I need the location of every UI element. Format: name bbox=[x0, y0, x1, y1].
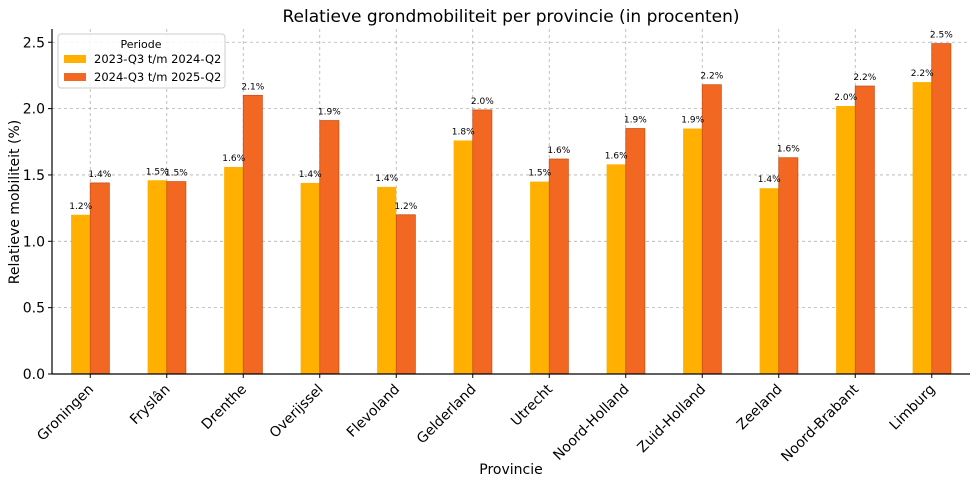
bar-series-2 bbox=[548, 158, 569, 375]
legend: Periode 2023-Q3 t/m 2024-Q2 2024-Q3 t/m … bbox=[57, 33, 226, 89]
x-tick-label: Utrecht bbox=[508, 381, 556, 429]
x-tick-label: Overijssel bbox=[267, 382, 327, 442]
bar-series-1 bbox=[71, 214, 91, 374]
data-label-series-2: 1.9% bbox=[318, 108, 341, 118]
data-label-series-1: 1.9% bbox=[681, 116, 704, 126]
bar-series-1 bbox=[453, 140, 473, 374]
bar-series-1 bbox=[683, 128, 703, 374]
x-tick-label: Zeeland bbox=[734, 382, 786, 434]
bar-series-2 bbox=[395, 214, 416, 375]
data-label-series-2: 2.2% bbox=[853, 73, 876, 83]
y-tick-label: 2.5 bbox=[23, 35, 45, 51]
y-axis-label: Relatieve mobiliteit (%) bbox=[7, 120, 23, 284]
data-label-series-2: 2.0% bbox=[471, 97, 494, 107]
data-label-series-1: 1.4% bbox=[375, 174, 398, 184]
bar-series-1 bbox=[606, 164, 626, 374]
data-label-series-1: 2.0% bbox=[834, 93, 857, 103]
y-tick-label: 2.0 bbox=[23, 102, 45, 118]
x-tick-label: Fryslân bbox=[127, 382, 173, 428]
data-label-series-2: 2.5% bbox=[930, 31, 953, 41]
data-label-series-2: 1.6% bbox=[547, 146, 570, 156]
bar-series-2 bbox=[854, 85, 875, 375]
data-label-series-1: 1.5% bbox=[146, 167, 169, 177]
bar-series-2 bbox=[472, 109, 493, 375]
data-label-series-1: 2.2% bbox=[911, 69, 934, 79]
data-label-series-1: 1.2% bbox=[69, 202, 92, 212]
data-label-series-2: 1.6% bbox=[777, 145, 800, 155]
x-tick-label: Drenthe bbox=[199, 382, 250, 433]
data-label-series-2: 2.2% bbox=[700, 72, 723, 82]
data-label-series-1: 1.8% bbox=[452, 127, 475, 137]
data-labels: 1.2% 1.5% 1.6% 1.4% 1.4% 1.8% 1.5% 1.6% 1.9% 1.4%… bbox=[69, 31, 953, 212]
bar-series-1 bbox=[147, 180, 167, 374]
x-tick-label: Gelderland bbox=[414, 382, 480, 448]
data-label-series-1: 1.4% bbox=[758, 175, 781, 185]
legend-label-series-2: 2024-Q3 t/m 2025-Q2 bbox=[94, 70, 221, 84]
y-tick-label: 1.5 bbox=[23, 168, 45, 184]
data-label-series-1: 1.6% bbox=[222, 154, 245, 164]
bars bbox=[71, 43, 952, 375]
bar-series-2 bbox=[166, 181, 187, 375]
bar-series-2 bbox=[625, 128, 646, 375]
bar-series-2 bbox=[778, 157, 799, 375]
legend-box bbox=[57, 33, 226, 89]
bar-series-1 bbox=[224, 167, 244, 374]
x-tick-label: Groningen bbox=[34, 382, 97, 445]
bar-series-2 bbox=[242, 94, 263, 375]
bar-series-1 bbox=[530, 181, 550, 374]
x-tick-label: Noord-Brabant bbox=[778, 381, 862, 465]
x-tick-label: Zuid-Holland bbox=[634, 382, 709, 457]
bar-series-2 bbox=[701, 84, 722, 375]
bar-series-1 bbox=[759, 188, 779, 374]
data-label-series-1: 1.4% bbox=[299, 170, 322, 180]
x-axis-label: Provincie bbox=[479, 462, 542, 478]
legend-title: Periode bbox=[120, 38, 161, 51]
bar-series-1 bbox=[377, 186, 397, 374]
data-label-series-2: 2.1% bbox=[241, 82, 264, 92]
bar-series-2 bbox=[89, 182, 110, 375]
y-tick-label: 0.5 bbox=[23, 301, 45, 317]
data-label-series-2: 1.9% bbox=[624, 116, 647, 126]
legend-label-series-1: 2023-Q3 t/m 2024-Q2 bbox=[94, 52, 221, 66]
data-label-series-2: 1.4% bbox=[88, 170, 111, 180]
bar-series-2 bbox=[931, 43, 952, 375]
chart-title: Relatieve grondmobiliteit per provincie … bbox=[282, 7, 739, 27]
data-label-series-1: 1.5% bbox=[528, 169, 551, 179]
legend-swatch-series-1 bbox=[64, 55, 86, 63]
bar-series-1 bbox=[912, 82, 932, 375]
bar-series-1 bbox=[836, 105, 856, 374]
x-tick-label: Limburg bbox=[887, 382, 939, 434]
data-label-series-2: 1.2% bbox=[394, 202, 417, 212]
legend-swatch-series-2 bbox=[64, 73, 86, 81]
x-tick-label: Flevoland bbox=[344, 382, 403, 441]
data-label-series-2: 1.5% bbox=[165, 169, 188, 179]
bar-series-2 bbox=[319, 120, 340, 375]
y-tick-label: 0.0 bbox=[23, 367, 45, 383]
y-tick-label: 1.0 bbox=[23, 234, 45, 250]
x-tick-label: Noord-Holland bbox=[550, 382, 632, 464]
data-label-series-1: 1.6% bbox=[605, 151, 628, 161]
bar-series-1 bbox=[300, 182, 320, 374]
